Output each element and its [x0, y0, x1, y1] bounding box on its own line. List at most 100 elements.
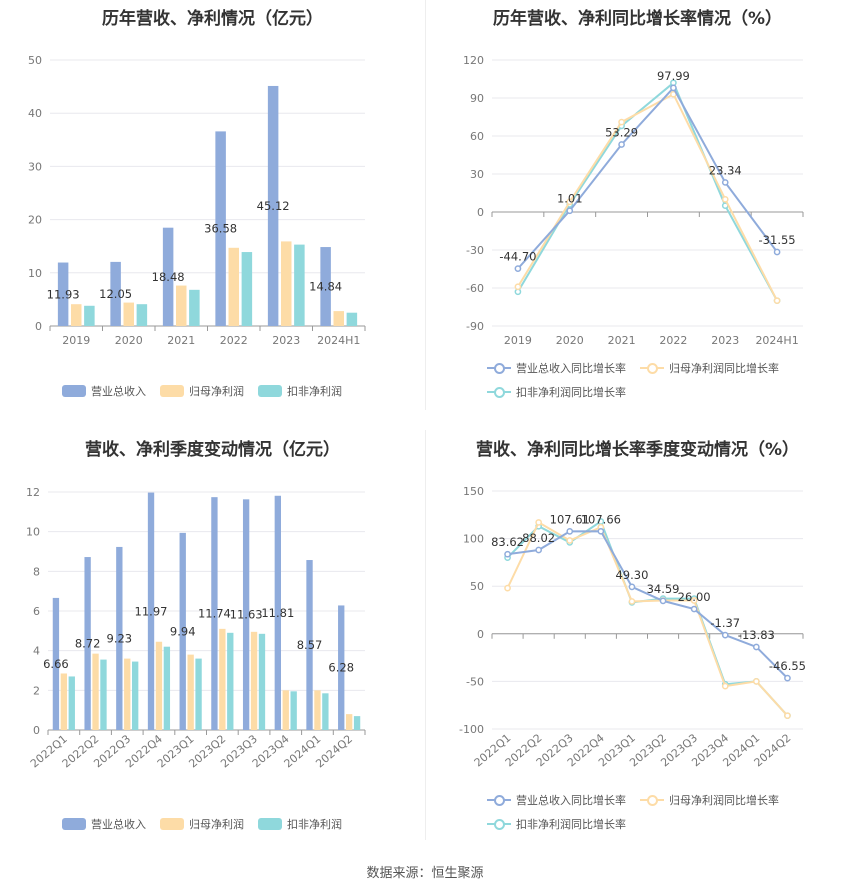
- legend-swatch-icon: [640, 794, 664, 806]
- series-point: [504, 550, 511, 558]
- data-label: 8.57: [297, 638, 323, 652]
- x-tick-label: 2019: [62, 334, 90, 347]
- chart-title: 历年营收、净利同比增长率情况（%）: [492, 9, 783, 29]
- series-point: [753, 643, 760, 651]
- legend-item[interactable]: 归母净利润: [160, 816, 244, 832]
- chart-legend: 营业总收入同比增长率 归母净利润同比增长率扣非净利润同比增长率: [487, 360, 832, 408]
- legend-swatch-icon: [487, 386, 511, 398]
- legend-item[interactable]: 归母净利润同比增长率: [640, 360, 779, 376]
- chart-title: 营收、净利季度变动情况（亿元）: [85, 440, 340, 460]
- legend-swatch-icon: [487, 818, 511, 830]
- y-tick-label: 150: [463, 485, 484, 498]
- legend-item[interactable]: 营业总收入: [62, 816, 146, 832]
- series-point: [773, 297, 781, 305]
- legend-swatch-icon: [258, 818, 282, 830]
- x-tick-label: 2020: [115, 334, 143, 347]
- bar: [162, 227, 174, 326]
- y-tick-label: 8: [33, 565, 40, 578]
- series-point: [618, 118, 625, 126]
- quarterly-growth-rate-chart: -100-500501001502022Q12022Q22022Q32022Q4…: [459, 485, 806, 769]
- series-point: [784, 674, 791, 682]
- legend-label: 营业总收入: [91, 818, 146, 831]
- legend-swatch-icon: [487, 362, 511, 374]
- data-label: -44.70: [499, 250, 536, 264]
- annual-revenue-profit-chart: 0 10 20 30 40 50 2019 2020 2021 2022 2023 2024H1 11.…: [28, 54, 366, 347]
- bar: [306, 560, 313, 730]
- legend-item[interactable]: 归母净利润: [160, 383, 244, 399]
- y-tick-label: 50: [28, 54, 42, 67]
- data-label: 14.84: [309, 280, 342, 294]
- series-point: [721, 631, 729, 639]
- legend-item[interactable]: 扣非净利润同比增长率: [487, 816, 626, 832]
- legend-label: 营业总收入: [91, 385, 146, 398]
- legend-swatch-icon: [258, 385, 282, 397]
- chart-legend: 营业总收入 归母净利润 扣非净利润: [62, 816, 356, 840]
- bar: [338, 605, 345, 730]
- y-tick-label: 100: [463, 533, 484, 546]
- series-point: [566, 528, 574, 535]
- x-tick-label: 2024H1: [317, 334, 360, 347]
- bar: [346, 312, 358, 326]
- bar: [155, 641, 163, 730]
- bar: [241, 252, 253, 326]
- legend-item[interactable]: 营业总收入同比增长率: [487, 360, 626, 376]
- series-point: [504, 584, 511, 592]
- series-point: [566, 198, 574, 206]
- bar: [314, 690, 321, 730]
- data-label: 88.02: [522, 531, 555, 545]
- data-label: 9.23: [107, 631, 133, 645]
- bar: [258, 633, 266, 730]
- series-point: [659, 597, 667, 605]
- series-point: [535, 546, 543, 554]
- y-tick-label: 0: [35, 320, 42, 333]
- series-point: [514, 283, 522, 291]
- legend-item[interactable]: 扣非净利润: [258, 816, 342, 832]
- legend-item[interactable]: 归母净利润同比增长率: [640, 792, 779, 808]
- bar: [100, 659, 107, 730]
- legend-item[interactable]: 扣非净利润: [258, 383, 342, 399]
- x-tick-label: 2020: [556, 334, 584, 347]
- data-label: 83.62: [491, 535, 524, 549]
- y-tick-label: -60: [466, 282, 484, 295]
- series-point: [628, 583, 636, 591]
- x-tick-label: 2023: [711, 334, 739, 347]
- legend-item[interactable]: 扣非净利润同比增长率: [487, 384, 626, 400]
- bar: [92, 653, 99, 730]
- legend-item[interactable]: 营业总收入同比增长率: [487, 792, 626, 808]
- x-tick-label: 2019: [504, 334, 532, 347]
- series-point: [670, 84, 677, 92]
- bar: [294, 244, 305, 326]
- bar: [290, 691, 297, 730]
- x-tick-label: 2021: [608, 334, 636, 347]
- data-label: 34.59: [647, 582, 680, 596]
- chart-title: 历年营收、净利情况（亿元）: [102, 9, 323, 29]
- data-label: 107.66: [581, 512, 621, 526]
- panel-divider-top: [425, 0, 426, 410]
- legend-swatch-icon: [640, 362, 664, 374]
- data-label: 6.28: [328, 661, 354, 675]
- legend-swatch-icon: [62, 818, 86, 830]
- bar: [52, 597, 60, 730]
- data-label: 36.58: [204, 222, 237, 236]
- series-point: [618, 141, 625, 148]
- bar: [211, 497, 218, 730]
- data-label: 45.12: [257, 199, 290, 213]
- x-tick-label: 2022: [220, 334, 248, 347]
- series-point: [721, 179, 729, 186]
- bar: [116, 546, 123, 730]
- series-line: [517, 92, 778, 302]
- series-point: [773, 248, 781, 256]
- bar: [71, 304, 82, 326]
- data-label: 9.94: [170, 624, 196, 638]
- x-tick-label: 2023: [272, 334, 300, 347]
- legend-label: 归母净利润同比增长率: [669, 362, 779, 375]
- data-label: -46.55: [769, 659, 806, 673]
- legend-swatch-icon: [160, 818, 184, 830]
- legend-swatch-icon: [487, 794, 511, 806]
- legend-item[interactable]: 营业总收入: [62, 383, 146, 399]
- data-label: -13.83: [738, 628, 775, 642]
- y-tick-label: 30: [28, 160, 42, 173]
- data-label: 53.29: [605, 125, 638, 139]
- data-label: 6.66: [43, 657, 69, 671]
- bar: [176, 285, 187, 326]
